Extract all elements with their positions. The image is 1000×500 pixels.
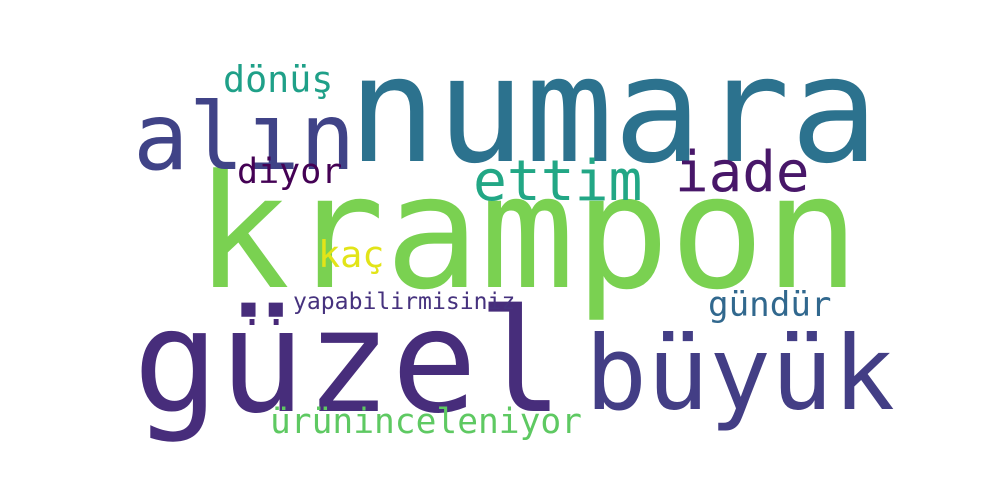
word-kac: kaç xyxy=(318,233,385,276)
word-yapabilirmisiniz: yapabilirmisiniz xyxy=(293,289,516,315)
word-diyor: diyor xyxy=(237,152,343,192)
word-alin: alın xyxy=(133,83,356,191)
word-buyuk: büyük xyxy=(585,314,895,434)
word-numara: numara xyxy=(348,25,879,196)
word-uruninceleniyor: ürüninceleniyor xyxy=(270,402,582,442)
word-iade: iade xyxy=(675,140,810,205)
word-ettim: ettim xyxy=(473,149,643,214)
word-donus: dönüş xyxy=(223,58,334,101)
word-guzel: güzel xyxy=(133,278,564,445)
word-krampon: krampon xyxy=(195,142,860,325)
word-gundur: gündür xyxy=(708,285,832,325)
word-dots: .. xyxy=(240,289,289,335)
